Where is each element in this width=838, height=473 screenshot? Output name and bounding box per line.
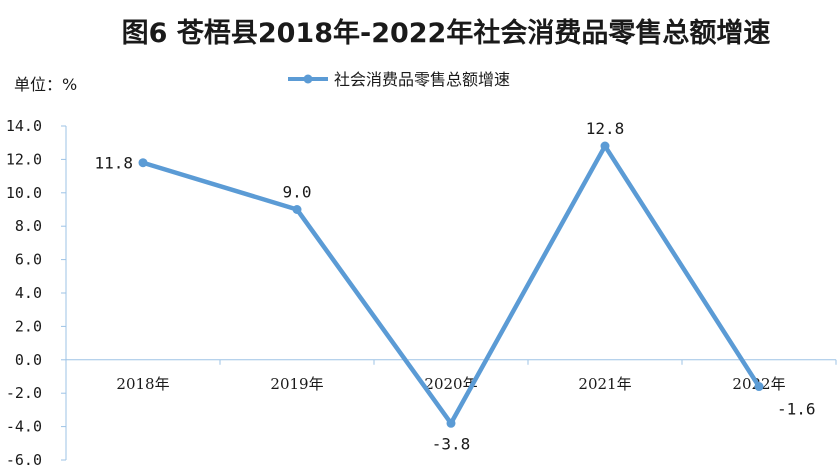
y-tick-label: 12.0 (6, 150, 42, 168)
data-label: -3.8 (432, 434, 471, 453)
y-tick-label: -4.0 (6, 418, 42, 436)
data-point (446, 418, 456, 428)
data-label: 11.8 (94, 154, 133, 173)
legend-series-label: 社会消费品零售总额增速 (334, 70, 510, 89)
data-label: 9.0 (283, 183, 312, 202)
y-axis-ticks: 14.0 12.0 10.0 8.0 6.0 4.0 2.0 0.0 -2.0 -4.0 -6.0 (6, 117, 66, 469)
data-label: -1.6 (777, 400, 816, 419)
y-tick-label: 10.0 (6, 184, 42, 202)
x-tick-label: 2021年 (578, 375, 631, 393)
data-point (292, 205, 302, 214)
y-tick-label: 6.0 (15, 251, 42, 269)
x-tick-label: 2020年 (424, 375, 477, 393)
y-tick-label: 8.0 (15, 217, 42, 235)
unit-label: 单位：% (14, 75, 77, 94)
x-tick-label: 2018年 (116, 375, 169, 393)
legend-marker-swatch (303, 74, 313, 84)
chart-title: 图6 苍梧县2018年-2022年社会消费品零售总额增速 (122, 17, 771, 49)
data-label: 12.8 (586, 119, 625, 138)
data-point (754, 382, 764, 392)
y-tick-label: 4.0 (15, 284, 42, 302)
x-axis-ticks: 2018年2019年2020年2021年2022年 (65, 359, 837, 393)
x-tick-label: 2019年 (270, 375, 323, 393)
y-tick-label: 2.0 (15, 317, 42, 335)
y-tick-label: 14.0 (6, 117, 42, 135)
data-labels: 11.8 9.0 -3.8 12.8 -1.6 (94, 119, 815, 453)
data-point (600, 141, 610, 151)
y-tick-label: -6.0 (6, 451, 42, 469)
legend: 社会消费品零售总额增速 (288, 70, 510, 89)
data-point (138, 158, 148, 168)
y-tick-label: 0.0 (15, 351, 42, 369)
y-tick-label: -2.0 (6, 384, 42, 402)
series-group (138, 141, 764, 428)
